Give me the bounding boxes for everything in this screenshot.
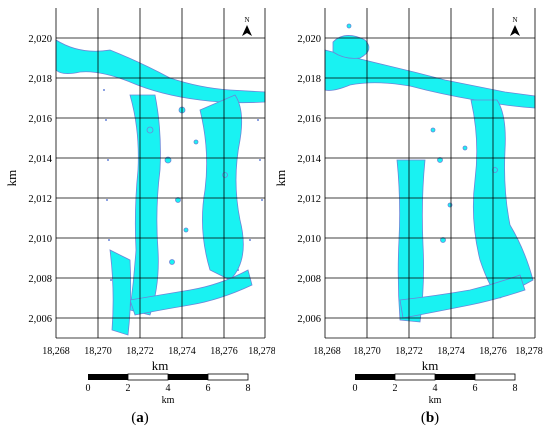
scale-tick-label: 6 — [473, 383, 478, 394]
scale-tick-label: 4 — [166, 383, 171, 394]
map-a-svg: N 2,020 2,018 2,016 2,014 2,012 2,010 2,… — [4, 8, 276, 406]
y-tick-label: 2,008 — [297, 274, 321, 285]
y-tick-label: 2,012 — [297, 194, 321, 205]
x-tick-label: 18,276 — [479, 346, 507, 357]
water-band-upper-a — [56, 8, 190, 70]
water-band-top-b — [324, 49, 536, 109]
x-tick-label: 18,276 — [210, 346, 238, 357]
y-tick-labels-a: 2,020 2,018 2,016 2,014 2,012 2,010 2,00… — [28, 34, 52, 325]
x-tick-labels-a: 18,268 18,270 18,272 18,274 18,276 18,27… — [42, 346, 276, 357]
y-tick-label: 2,016 — [297, 114, 321, 125]
water-channel-right-a — [199, 94, 244, 281]
caption-b: (b) — [420, 410, 440, 426]
y-tick-label: 2,016 — [28, 114, 52, 125]
boundary-speckle-a — [103, 89, 263, 281]
x-tick-label: 18,272 — [395, 346, 423, 357]
x-tick-label: 18,278 — [515, 346, 543, 357]
scale-bar-b: 0 2 4 6 8 km — [353, 373, 518, 406]
north-label-a: N — [244, 16, 249, 24]
y-tick-label: 2,006 — [28, 314, 52, 325]
map-panel-a: N 2,020 2,018 2,016 2,014 2,012 2,010 2,… — [0, 0, 276, 441]
y-tick-label: 2,010 — [297, 234, 321, 245]
water-channel-left-a — [129, 94, 161, 316]
x-tick-label: 18,270 — [84, 346, 112, 357]
water-features-a — [55, 8, 266, 336]
x-tick-label: 18,274 — [168, 346, 196, 357]
scale-tick-label: 2 — [126, 383, 131, 394]
y-tick-label: 2,014 — [297, 154, 321, 165]
map-b-svg: N 2,020 2,018 2,016 2,014 2,012 2,010 2,… — [273, 8, 543, 406]
scale-tick-label: 6 — [206, 383, 211, 394]
water-arm-lowerleft-a — [109, 249, 132, 336]
scale-unit-label: km — [429, 395, 442, 406]
y-tick-label: 2,006 — [297, 314, 321, 325]
scale-tick-label: 0 — [86, 383, 91, 394]
scale-tick-label: 2 — [393, 383, 398, 394]
y-tick-label: 2,018 — [297, 74, 321, 85]
x-tick-labels-b: 18,268 18,270 18,272 18,274 18,276 18,27… — [313, 346, 543, 357]
grid-lines-a — [55, 8, 266, 339]
map-panel-b: N 2,020 2,018 2,016 2,014 2,012 2,010 2,… — [273, 0, 550, 441]
water-features-b — [324, 23, 536, 323]
water-channel-bottom-b — [399, 274, 526, 319]
x-tick-label: 18,268 — [313, 346, 341, 357]
map-a-frame: N — [55, 8, 266, 339]
scale-unit-label: km — [162, 395, 175, 406]
map-b-frame: N — [324, 8, 536, 339]
north-label-b: N — [512, 16, 517, 24]
y-axis-label-a: km — [4, 170, 19, 187]
north-arrow-icon-a: N — [242, 16, 252, 36]
y-axis-label-b: km — [275, 170, 288, 187]
scale-bar-a: 0 2 4 6 8 km — [86, 373, 251, 406]
water-blob-top-b — [332, 35, 370, 59]
x-tick-label: 18,270 — [353, 346, 381, 357]
y-tick-label: 2,010 — [28, 234, 52, 245]
water-channel-left-b — [396, 159, 426, 323]
x-tick-label: 18,268 — [42, 346, 70, 357]
y-tick-label: 2,018 — [28, 74, 52, 85]
scale-tick-label: 4 — [433, 383, 438, 394]
x-tick-label: 18,272 — [126, 346, 154, 357]
y-tick-label: 2,020 — [28, 34, 52, 45]
scale-tick-label: 8 — [513, 383, 518, 394]
y-tick-label: 2,020 — [297, 34, 321, 45]
x-tick-label: 18,278 — [248, 346, 275, 357]
y-tick-label: 2,012 — [28, 194, 52, 205]
grid-lines-b — [324, 8, 536, 339]
y-tick-label: 2,014 — [28, 154, 52, 165]
caption-a: (a) — [131, 410, 149, 426]
scale-tick-label: 0 — [353, 383, 358, 394]
water-channel-bottom-a — [129, 269, 253, 316]
x-axis-label-a: km — [152, 358, 169, 373]
north-arrow-icon-b: N — [510, 16, 520, 36]
x-axis-label-b: km — [422, 358, 439, 373]
y-tick-labels-b: 2,020 2,018 2,016 2,014 2,012 2,010 2,00… — [297, 34, 321, 325]
scale-tick-label: 8 — [246, 383, 251, 394]
x-tick-label: 18,274 — [437, 346, 465, 357]
y-tick-label: 2,008 — [28, 274, 52, 285]
